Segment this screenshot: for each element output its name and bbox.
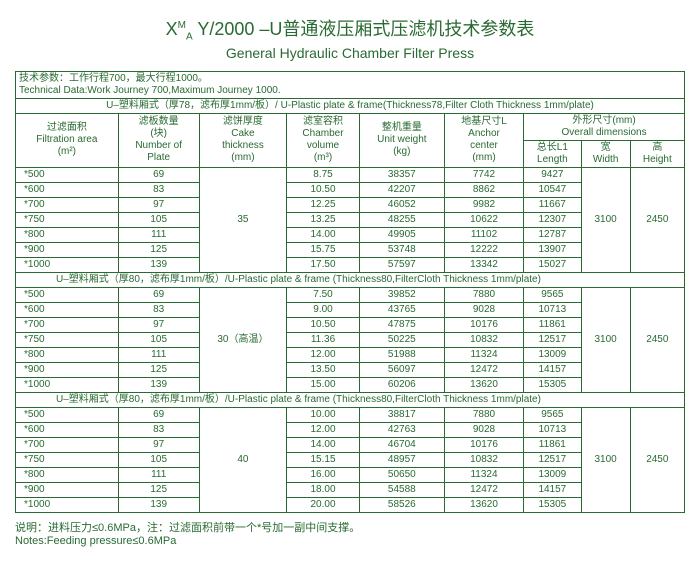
separator-3: U–塑料厢式（厚80，滤布厚1mm/板）/U-Plastic plate & f… [16, 392, 685, 407]
tech-data-row: 技术参数：工作行程700，最大行程1000。Technical Data:Wor… [16, 71, 685, 98]
col-height: 高Height [630, 140, 684, 167]
col-dims: 外形尺寸(mm)Overall dimensions [524, 113, 685, 140]
col-anchor: 地基尺寸LAnchorcenter(mm) [444, 113, 523, 167]
notes: 说明：进料压力≤0.6MPa，注：过滤面积前带一个*号加一副中间支撑。Notes… [15, 519, 685, 547]
col-weight: 整机重量Unit weight(kg) [359, 113, 444, 167]
col-length: 总长L1Length [524, 140, 581, 167]
table-row: *5006930（高温）7.50398527880956531002450 [16, 287, 685, 302]
table-row: *500694010.00388177880956531002450 [16, 407, 685, 422]
table-row: *50069358.75383577742942731002450 [16, 167, 685, 182]
col-width: 宽Width [581, 140, 630, 167]
col-cake: 滤饼厚度Cakethickness(mm) [199, 113, 287, 167]
page-title: XMA Y/2000 –U普通液压厢式压滤机技术参数表 [15, 15, 685, 43]
separator-2: U–塑料厢式（厚80，滤布厚1mm/板）/U-Plastic plate & f… [16, 272, 685, 287]
material-row: U–塑料厢式（厚78，滤布厚1mm/板）/ U-Plastic plate & … [16, 98, 685, 113]
col-area: 过滤面积Filtration area(m²) [16, 113, 119, 167]
page-subtitle: General Hydraulic Chamber Filter Press [15, 45, 685, 61]
col-vol: 滤室容积Chambervolume(m³) [287, 113, 360, 167]
spec-table: 技术参数：工作行程700，最大行程1000。Technical Data:Wor… [15, 71, 685, 513]
col-plate: 滤板数量(块)Number ofPlate [118, 113, 199, 167]
